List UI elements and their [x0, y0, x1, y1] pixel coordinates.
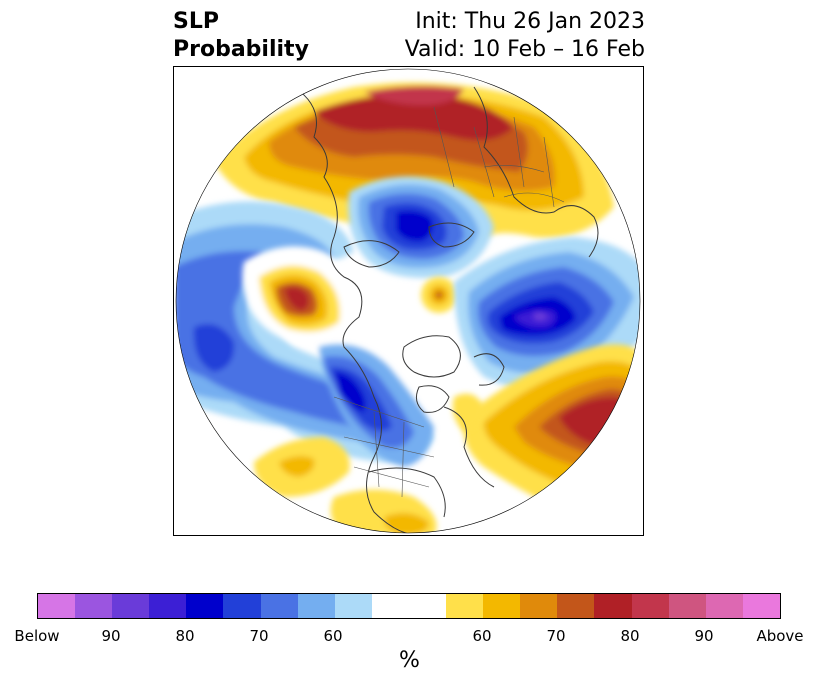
colorbar-tick-label: 70 [546, 627, 566, 645]
colorbar-swatch [371, 594, 447, 618]
colorbar-swatch [520, 594, 558, 618]
colorbar-swatch [631, 594, 669, 618]
colorbar-swatch [483, 594, 521, 618]
init-date: Init: Thu 26 Jan 2023 [415, 9, 645, 34]
title-right: Init: Thu 26 Jan 2023 Valid: 10 Feb – 16… [405, 8, 645, 64]
warm-spot-pole [421, 277, 457, 313]
map-boundary [175, 68, 641, 534]
colorbar-tick-label: 90 [101, 627, 121, 645]
colorbar-swatch [260, 594, 298, 618]
warm-anomaly-eurasia [214, 82, 614, 242]
colorbar-swatch [446, 594, 484, 618]
title-left: SLP Probability [173, 8, 309, 64]
valid-range: Valid: 10 Feb – 16 Feb [404, 37, 645, 62]
coastlines [293, 86, 599, 533]
map-panel [173, 66, 644, 536]
colorbar-swatch [334, 594, 372, 618]
cold-anomaly-north-america [319, 344, 434, 467]
colorbar-swatch [75, 594, 113, 618]
colorbar-swatch [742, 594, 780, 618]
colorbar-tick-label: 90 [694, 627, 714, 645]
warm-anomaly-subtropics [254, 393, 484, 533]
colorbar-swatch [594, 594, 632, 618]
title-variable: SLP [173, 9, 219, 34]
colorbar-swatch [186, 594, 224, 618]
probability-map [175, 68, 641, 534]
colorbar-swatch [149, 594, 187, 618]
borders [333, 106, 565, 498]
colorbar-swatch [297, 594, 335, 618]
title-metric: Probability [173, 37, 309, 62]
colorbar-swatch [668, 594, 706, 618]
colorbar-tick-label: 70 [249, 627, 269, 645]
colorbar-swatch [557, 594, 595, 618]
colorbar-swatch [705, 594, 743, 618]
colorbar-tick-label: 60 [323, 627, 343, 645]
colorbar-unit: % [399, 648, 420, 673]
colorbar-tick-label: Above [756, 627, 804, 645]
warm-anomaly-alaska [242, 246, 355, 345]
colorbar-tick-label: Below [14, 627, 60, 645]
colorbar-tick-label: 80 [620, 627, 640, 645]
colorbar-swatch [38, 594, 76, 618]
colorbar-tick-label: 80 [175, 627, 195, 645]
colorbar-swatch [223, 594, 261, 618]
colorbar-swatch [112, 594, 150, 618]
colorbar [37, 593, 781, 619]
colorbar-tick-label: 60 [472, 627, 492, 645]
